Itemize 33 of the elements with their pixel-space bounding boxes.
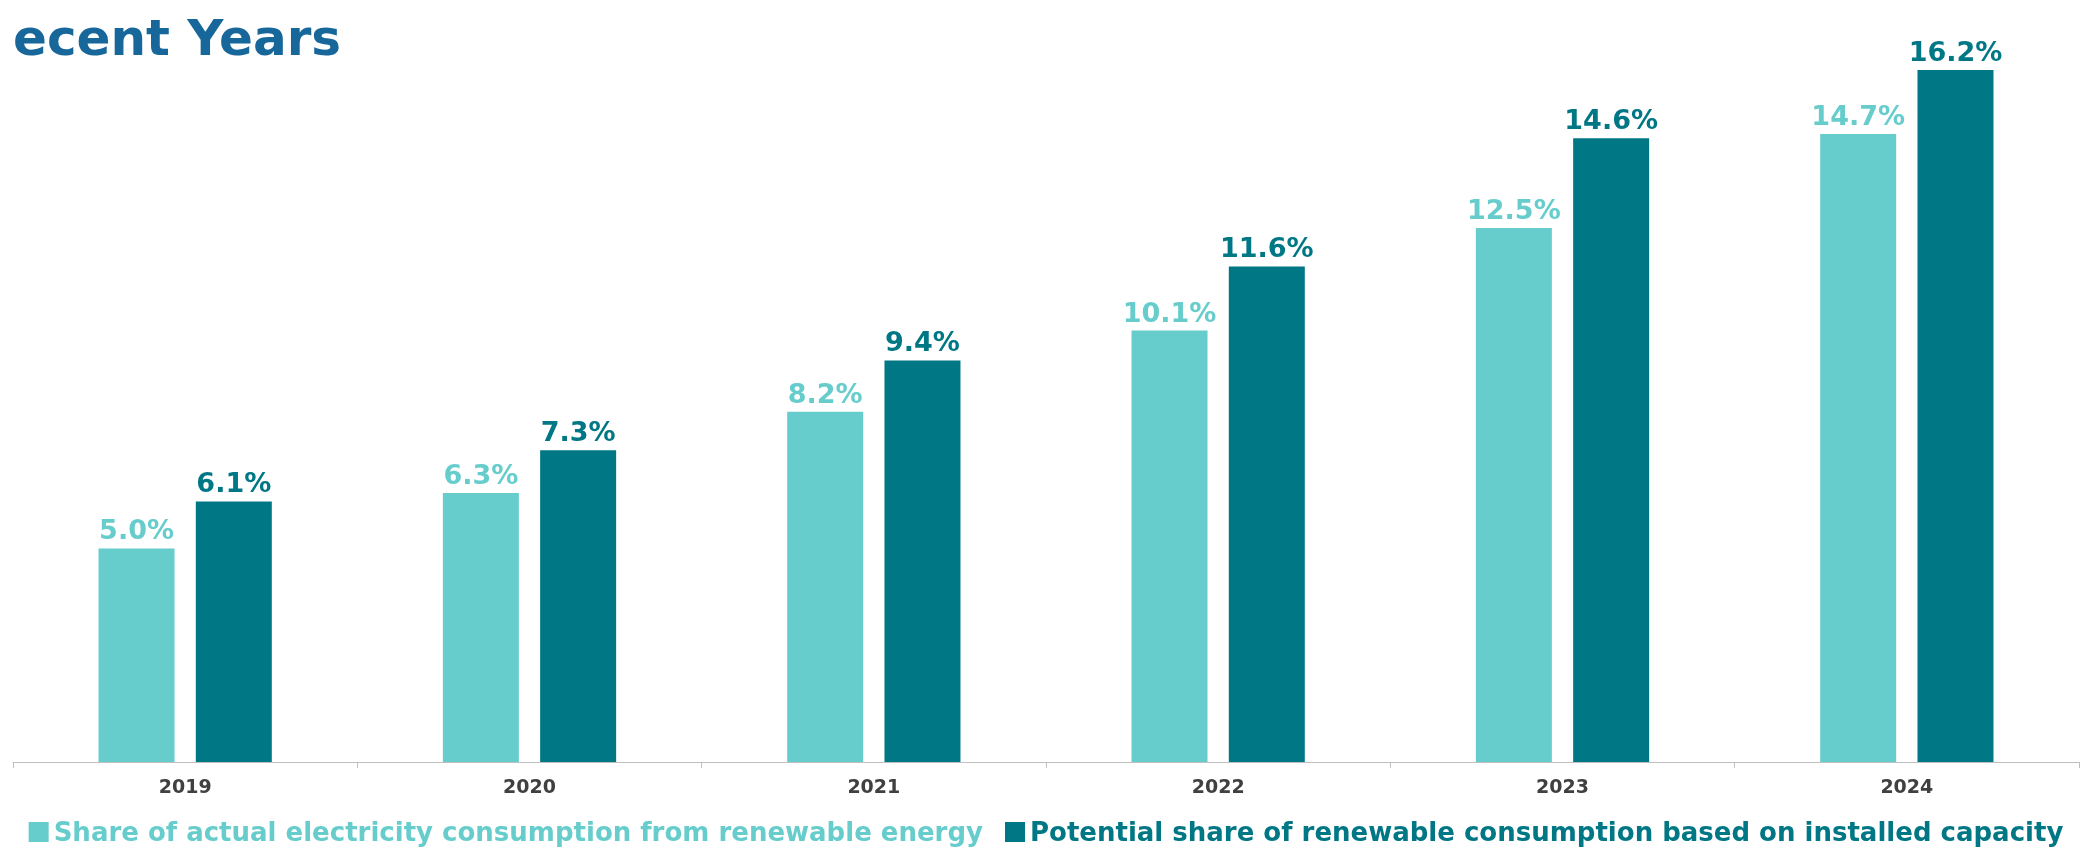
data-label: 14.7% — [1811, 100, 1906, 132]
x-tick-label: 2020 — [503, 774, 556, 797]
bar — [1820, 134, 1897, 762]
bar — [1917, 70, 1994, 762]
data-label: 8.2% — [787, 377, 863, 409]
chart-title: ecent Years — [13, 9, 342, 67]
bar — [540, 450, 617, 762]
data-label: 9.4% — [885, 326, 960, 358]
x-tick-label: 2021 — [847, 774, 901, 797]
bar — [884, 360, 961, 762]
x-tick-label: 2023 — [1536, 774, 1589, 797]
bar — [1475, 228, 1552, 762]
legend-label: Share of actual electricity consumption from renewable energy — [53, 817, 984, 847]
data-label: 7.3% — [540, 416, 616, 448]
x-tick-label: 2019 — [158, 774, 212, 797]
data-label: 11.6% — [1219, 232, 1314, 264]
data-label: 12.5% — [1467, 194, 1561, 226]
data-label: 10.1% — [1122, 296, 1217, 328]
data-label: 14.6% — [1564, 104, 1658, 136]
data-label: 16.2% — [1908, 36, 2003, 67]
data-label: 6.1% — [196, 467, 272, 499]
bar — [98, 548, 175, 762]
x-tick-label: 2024 — [1880, 774, 1934, 797]
legend-label: Potential share of renewable consumption based on installed capacity — [1029, 817, 2064, 847]
bar — [195, 501, 272, 762]
x-tick-label: 2022 — [1191, 774, 1245, 797]
data-label: 6.3% — [443, 458, 519, 490]
bar — [787, 411, 864, 762]
bar — [1228, 266, 1305, 762]
data-label: 5.0% — [99, 514, 174, 546]
bar — [1573, 138, 1650, 762]
bar — [1131, 330, 1208, 762]
bar — [442, 492, 519, 762]
